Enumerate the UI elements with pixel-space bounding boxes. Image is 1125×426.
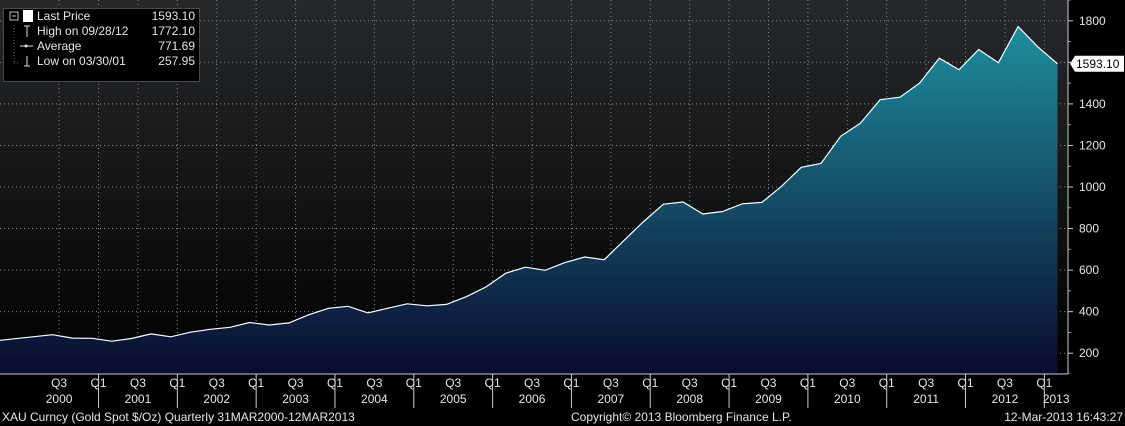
x-axis: Q3 Q1 Q3 Q1 Q3 Q1 Q3 Q1 Q3 Q1 Q3 Q1 Q3 Q1 Q3 Q1 Q3 Q1 Q3 Q1… [0, 373, 1125, 408]
x-year-label: 2006 [519, 392, 546, 406]
x-quarter-label: Q3 [288, 376, 304, 390]
x-year-label: 2000 [46, 392, 73, 406]
legend-value: 771.69 [158, 39, 195, 53]
x-year-label: 2012 [992, 392, 1019, 406]
x-year-label: 2008 [676, 392, 703, 406]
x-axis-band [0, 374, 1125, 408]
x-year-label: 2003 [282, 392, 309, 406]
x-quarter-label: Q3 [366, 376, 382, 390]
high-marker-icon [13, 25, 30, 38]
price-line [0, 25, 1058, 342]
x-quarter-label: Q3 [682, 376, 698, 390]
x-year-label: 2001 [125, 392, 152, 406]
footer: XAU Curncy (Gold Spot $/Oz) Quarterly 31… [0, 408, 1125, 426]
x-year-label: 2010 [834, 392, 861, 406]
x-year-label: 2011 [913, 392, 939, 406]
y-tick-label: 1000 [1079, 180, 1106, 194]
last-price-swatch-icon [9, 10, 33, 22]
y-tick-label: 200 [1079, 346, 1099, 360]
x-year-label: 2013 [1043, 392, 1070, 406]
average-line-icon [13, 40, 33, 53]
y-tick-label: 1400 [1079, 97, 1106, 111]
x-quarter-label: Q3 [51, 376, 67, 390]
legend-label: Average [37, 39, 82, 53]
security-description: XAU Curncy (Gold Spot $/Oz) Quarterly 31… [2, 410, 355, 424]
legend-low: Low on 03/30/01 257.95 [4, 54, 199, 69]
x-quarter-label: Q3 [839, 376, 855, 390]
last-price-tag-label: 1593.10 [1076, 57, 1120, 71]
x-quarter-label: Q3 [130, 376, 146, 390]
last-price-tag: 1593.10 [1070, 55, 1124, 72]
y-tick-label: 400 [1079, 305, 1099, 319]
y-tick-label: 800 [1079, 222, 1099, 236]
legend-label: Last Price [37, 9, 91, 23]
x-quarter-label: Q3 [524, 376, 540, 390]
x-year-label: 2007 [597, 392, 624, 406]
x-quarter-label: Q3 [209, 376, 225, 390]
x-quarter-label: Q3 [997, 376, 1013, 390]
price-area [0, 26, 1058, 374]
x-quarter-label: Q3 [445, 376, 461, 390]
y-tick-label: 1200 [1079, 138, 1106, 152]
low-marker-icon [13, 55, 30, 67]
y-tick-label: 1800 [1079, 14, 1106, 28]
x-quarter-label: Q3 [918, 376, 934, 390]
copyright: Copyright© 2013 Bloomberg Finance L.P. [571, 410, 792, 424]
x-year-label: 2005 [440, 392, 467, 406]
x-year-label: 2004 [361, 392, 388, 406]
timestamp: 12-Mar-2013 16:43:27 [1004, 410, 1123, 424]
legend: Last Price 1593.10 High on 09/28/12 1772… [3, 8, 200, 82]
legend-label: Low on 03/30/01 [37, 54, 126, 68]
legend-high: High on 09/28/12 1772.10 [4, 24, 199, 39]
x-quarter-label: Q3 [760, 376, 776, 390]
price-chart: 20040060080010001200140016001800 Q3Q1Q3Q… [0, 0, 1125, 408]
x-year-label: 2002 [203, 392, 230, 406]
y-tick-label: 600 [1079, 263, 1099, 277]
legend-average: Average 771.69 [4, 39, 199, 54]
x-year-label: 2009 [755, 392, 782, 406]
legend-value: 1772.10 [151, 24, 195, 38]
legend-value: 257.95 [158, 54, 195, 68]
legend-value: 1593.10 [151, 9, 195, 23]
x-quarter-label: Q3 [603, 376, 619, 390]
legend-last-price: Last Price 1593.10 [4, 9, 199, 24]
legend-label: High on 09/28/12 [37, 24, 129, 38]
